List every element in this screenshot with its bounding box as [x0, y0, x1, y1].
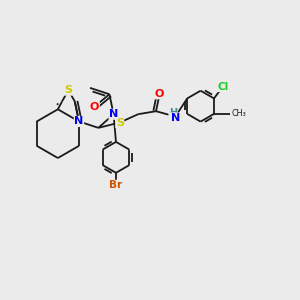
Text: N: N: [74, 116, 84, 127]
Text: S: S: [116, 118, 124, 128]
Text: N: N: [171, 113, 180, 123]
Text: O: O: [155, 89, 164, 99]
Text: H: H: [169, 108, 177, 118]
Text: Cl: Cl: [217, 82, 229, 92]
Text: S: S: [64, 85, 72, 95]
Text: N: N: [109, 109, 118, 119]
Text: CH₃: CH₃: [232, 110, 247, 118]
Text: Br: Br: [110, 180, 122, 190]
Text: O: O: [90, 102, 99, 112]
